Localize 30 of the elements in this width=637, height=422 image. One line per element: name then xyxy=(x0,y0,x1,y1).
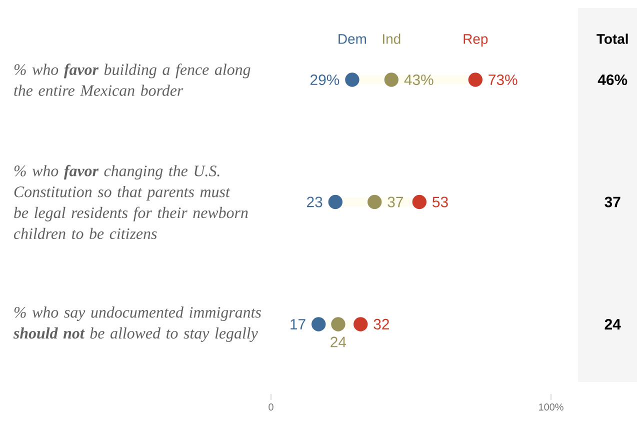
x-tick-label: 0 xyxy=(268,404,274,411)
data-label: 29% xyxy=(310,74,340,86)
data-label: 53 xyxy=(432,196,448,208)
data-label: 37 xyxy=(388,196,403,208)
x-tick-label: 100% xyxy=(539,404,564,411)
data-label: 17 xyxy=(290,319,306,330)
data-label: 73% xyxy=(488,74,518,86)
text: Dem xyxy=(338,34,366,44)
data-label: 24 xyxy=(330,336,346,348)
point xyxy=(328,194,344,210)
y-tick-label: % who favor changing the U.S. Constitution so that parents must be legal residents for their newborn children to be citizens xyxy=(14,164,248,240)
data-label: 23 xyxy=(307,196,322,208)
point xyxy=(412,194,428,210)
text: 37 xyxy=(604,196,620,208)
y-tick-label: % who favor building a fence along the entire Mexican border xyxy=(14,64,250,96)
text: Ind xyxy=(382,34,400,44)
point xyxy=(344,72,360,88)
text: Total xyxy=(596,34,628,44)
series-label: Rep xyxy=(464,34,488,47)
point xyxy=(366,194,383,210)
point xyxy=(352,316,369,332)
y-tick-label: % who say undocumented immigrants should not be allowed to stay legally xyxy=(13,306,261,342)
text: 24 xyxy=(604,319,621,330)
text: 46% xyxy=(598,74,628,86)
point xyxy=(384,72,400,88)
data-label: 32 xyxy=(374,318,389,330)
data-label: 43% xyxy=(404,74,434,86)
point xyxy=(330,316,346,332)
point xyxy=(310,316,327,332)
point xyxy=(468,72,484,88)
